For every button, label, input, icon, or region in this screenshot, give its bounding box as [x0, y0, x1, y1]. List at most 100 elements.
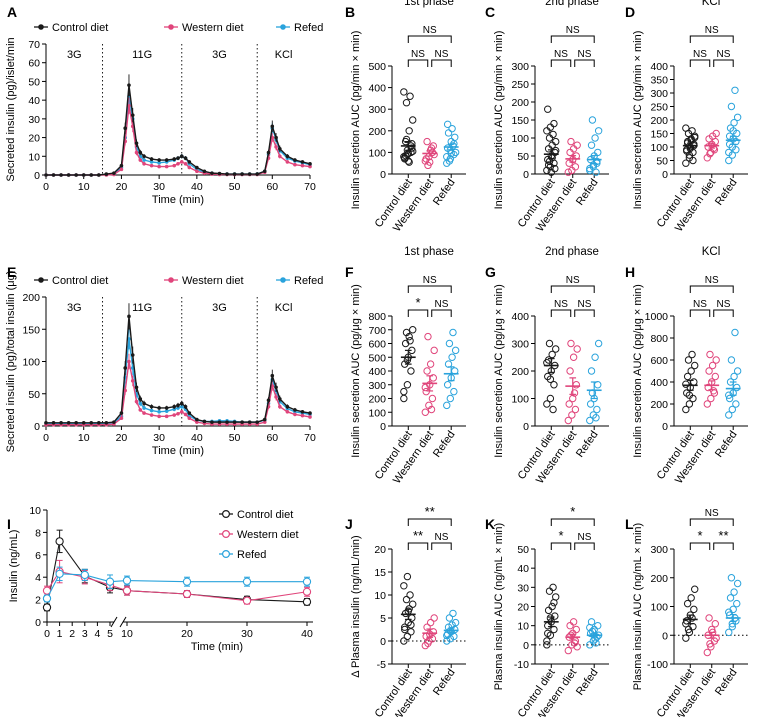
data-point: [564, 646, 572, 655]
significance-label: NS: [566, 25, 580, 36]
data-point: [544, 105, 552, 113]
data-point: [569, 618, 578, 626]
data-point: [430, 346, 438, 355]
panel-letter: A: [7, 4, 17, 20]
x-tick-label: 40: [191, 181, 203, 193]
data-point: [566, 367, 574, 375]
data-point: [421, 408, 429, 416]
data-point: [407, 367, 415, 375]
data-point: [142, 158, 146, 162]
data-point: [451, 618, 460, 627]
data-point: [270, 373, 275, 378]
data-point: [51, 173, 56, 177]
data-point: [172, 407, 177, 412]
data-point: [285, 154, 290, 159]
data-point: [278, 154, 282, 159]
x-tick-label: 40: [301, 628, 313, 640]
legend-marker: [222, 529, 231, 538]
significance-bracket: [689, 309, 711, 317]
legend-label-control: Control diet: [52, 275, 108, 287]
data-point: [164, 414, 169, 419]
data-point: [127, 359, 131, 364]
data-point: [564, 416, 572, 425]
y-tick-label: 50: [28, 389, 40, 401]
y-tick-label: 30: [28, 114, 40, 126]
significance-label: NS: [411, 49, 425, 60]
data-point: [725, 628, 733, 637]
phase-label: KCl: [275, 49, 293, 61]
data-point: [709, 387, 718, 395]
significance-bracket: [574, 309, 595, 317]
data-point: [725, 394, 734, 403]
data-point: [733, 599, 741, 608]
y-tick-label: 200: [368, 126, 386, 138]
data-point: [586, 400, 595, 408]
data-point: [293, 162, 297, 167]
data-point: [689, 156, 697, 165]
data-point: [104, 420, 109, 425]
y-tick-label: 0: [662, 421, 668, 433]
x-tick-label: 2: [69, 628, 75, 640]
data-point: [712, 356, 720, 364]
data-point: [549, 130, 557, 139]
y-axis-title: Secreted insulin (pg)/islet/min: [5, 37, 17, 181]
data-point: [400, 582, 408, 590]
significance-label: NS: [435, 532, 449, 543]
data-point: [444, 129, 453, 137]
y-tick-label: 10: [374, 590, 386, 602]
data-point: [451, 346, 460, 355]
data-point: [725, 411, 733, 419]
data-point: [81, 173, 86, 177]
data-point: [74, 173, 78, 177]
significance-label: NS: [705, 275, 719, 286]
data-point: [157, 410, 161, 414]
data-point: [42, 594, 52, 603]
data-point: [285, 404, 290, 409]
data-point: [569, 353, 578, 361]
data-point: [182, 589, 192, 599]
y-axis-title: Insulin secretion AUC (pg/μg × min): [493, 284, 505, 458]
panel-letter: I: [7, 516, 11, 532]
data-point: [683, 599, 692, 608]
data-point: [573, 345, 581, 353]
x-tick-label: 30: [153, 181, 165, 193]
significance-bracket: [550, 59, 572, 67]
legend: Control diet Western diet Refed: [34, 275, 323, 287]
x-tick-label: 30: [153, 432, 165, 444]
data-point: [406, 337, 414, 345]
data-point: [571, 163, 580, 171]
panel-letter: H: [625, 264, 635, 280]
data-point: [401, 151, 410, 160]
data-point: [443, 120, 452, 129]
significance-label: *: [558, 528, 563, 543]
data-point: [685, 400, 694, 408]
legend-label-control: Control diet: [52, 22, 108, 34]
data-point: [104, 172, 109, 176]
data-point: [691, 585, 699, 593]
y-tick-label: 0: [34, 421, 40, 433]
data-point: [274, 385, 278, 390]
data-point: [402, 135, 411, 144]
series-line-2: [46, 573, 307, 599]
data-point: [592, 639, 600, 647]
y-tick-label: 300: [368, 104, 386, 116]
data-point: [727, 102, 736, 111]
significance-label: *: [697, 528, 702, 543]
x-tick-label: 0: [43, 181, 49, 193]
data-point: [149, 157, 154, 161]
y-tick-label: 600: [650, 355, 668, 367]
x-tick-label: 0: [44, 628, 50, 640]
legend-marker: [222, 549, 231, 558]
significance-bracket: [574, 59, 595, 67]
data-point: [402, 99, 411, 107]
y-tick-label: 8: [35, 527, 41, 539]
data-point: [594, 339, 603, 348]
data-point: [424, 161, 432, 170]
data-point: [122, 586, 132, 595]
legend-label-control: Control diet: [237, 509, 293, 521]
y-tick-label: 40: [28, 95, 40, 107]
category-label: Refed: [431, 667, 458, 698]
data-point: [728, 622, 737, 631]
